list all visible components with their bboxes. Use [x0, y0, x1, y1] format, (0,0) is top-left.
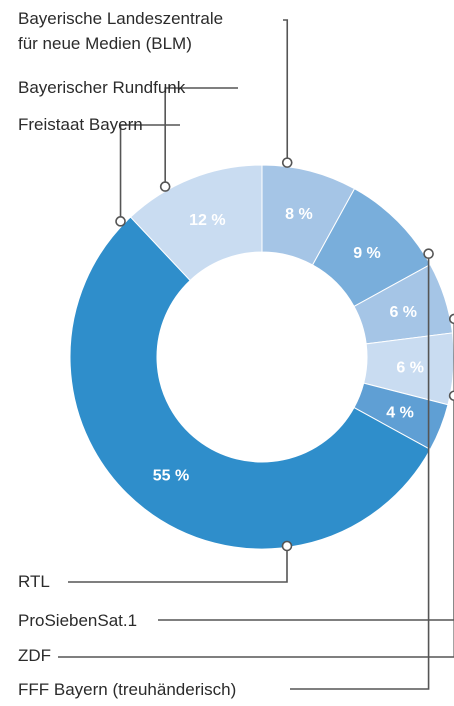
- category-label-freistaat-bayern: Freistaat Bayern: [18, 115, 143, 134]
- value-label-fff-bayern-treuh-nderisch: 9 %: [353, 245, 381, 262]
- chart-leader-lines: [58, 19, 454, 690]
- category-label-rtl: RTL: [18, 572, 50, 591]
- category-label-prosiebensat-1: ProSiebenSat.1: [18, 611, 137, 630]
- leader-dot-rtl: [281, 540, 293, 552]
- slice-freistaat-bayern: [69, 216, 431, 550]
- leader-dot-fff-bayern-treuh-nderisch: [423, 248, 434, 260]
- chart-category-labels: Bayerische Landeszentrale für neue Medien…: [18, 9, 236, 699]
- leader-line-zdf: [58, 318, 454, 658]
- value-label-prosiebensat-1: 6 %: [396, 359, 424, 376]
- value-label-zdf: 6 %: [389, 304, 417, 321]
- leader-dot-bayerische-landeszentrale-f-r-neue-medien-blm: [281, 157, 293, 168]
- category-label-bayerische-landeszentrale-f-r-neue-medien-blm-line-1: Bayerische Landeszentrale: [18, 9, 223, 28]
- leader-dot-freistaat-bayern: [115, 216, 126, 227]
- category-label-zdf: ZDF: [18, 646, 51, 665]
- value-label-rtl: 4 %: [386, 405, 414, 422]
- leader-dot-bayerischer-rundfunk: [159, 181, 171, 192]
- leader-line-rtl: [68, 546, 288, 583]
- leader-line-freistaat-bayern: [119, 124, 180, 222]
- category-label-fff-bayern-treuh-nderisch: FFF Bayern (treuhänderisch): [18, 680, 236, 699]
- chart-value-labels: 8 % 9 % 6 % 6 % 4 % 55 % 12 %: [153, 206, 424, 484]
- value-label-bayerischer-rundfunk: 12 %: [189, 212, 225, 229]
- category-label-bayerischer-rundfunk: Bayerischer Rundfunk: [18, 78, 186, 97]
- leader-line-prosiebensat-1: [158, 395, 454, 621]
- leader-dot-zdf: [448, 313, 454, 325]
- leader-line-bayerische-landeszentrale-f-r-neue-medien-blm: [283, 19, 289, 163]
- category-label-bayerische-landeszentrale-f-r-neue-medien-blm-line-2: für neue Medien (BLM): [18, 34, 192, 53]
- leader-line-bayerischer-rundfunk: [164, 87, 238, 187]
- chart-slices: [69, 164, 454, 550]
- value-label-freistaat-bayern: 55 %: [153, 467, 189, 484]
- value-label-bayerische-landeszentrale-f-r-neue-medien-blm: 8 %: [285, 206, 313, 223]
- leader-line-fff-bayern-treuh-nderisch: [290, 253, 430, 690]
- leader-dot-prosiebensat-1: [448, 390, 454, 402]
